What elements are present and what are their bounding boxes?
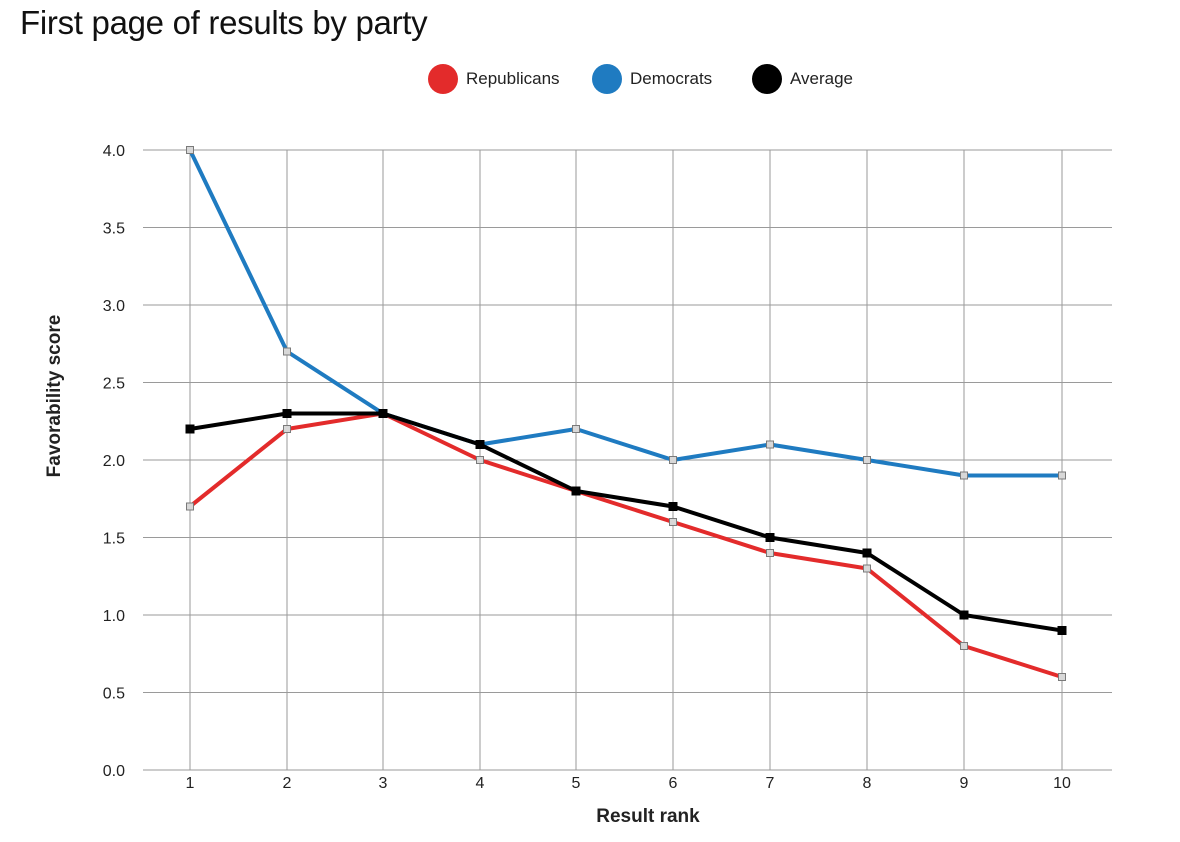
series-line-average bbox=[188, 411, 1064, 633]
data-point-republicans bbox=[669, 518, 677, 526]
data-point-democrats bbox=[766, 440, 774, 449]
data-point-democrats bbox=[572, 425, 580, 433]
x-tick-label: 8 bbox=[863, 775, 872, 792]
x-tick-label: 10 bbox=[1053, 775, 1071, 792]
data-point-average bbox=[475, 440, 485, 449]
data-point-republicans bbox=[186, 502, 194, 511]
y-axis-title: Favorability score bbox=[44, 315, 65, 478]
data-point-average bbox=[668, 502, 678, 511]
legend-item-democrats: Democrats bbox=[592, 64, 712, 94]
data-point-average bbox=[765, 533, 775, 542]
data-point-republicans bbox=[476, 456, 484, 464]
x-tick-label: 5 bbox=[572, 775, 581, 792]
x-tick-label: 9 bbox=[960, 775, 969, 792]
legend-item-republicans: Republicans bbox=[428, 64, 560, 94]
x-tick-label: 2 bbox=[283, 775, 292, 792]
legend-swatch-average bbox=[752, 64, 782, 94]
x-tick-label: 4 bbox=[476, 775, 485, 792]
legend-swatch-republicans bbox=[428, 64, 458, 94]
data-point-democrats bbox=[283, 347, 291, 356]
y-tick-label: 3.5 bbox=[103, 221, 125, 238]
data-point-average bbox=[959, 610, 969, 620]
data-point-average bbox=[1057, 626, 1067, 635]
data-point-republicans bbox=[283, 425, 291, 433]
y-tick-label: 3.0 bbox=[103, 298, 125, 315]
x-tick-label: 3 bbox=[379, 775, 388, 792]
data-point-democrats bbox=[669, 456, 677, 464]
legend-label-democrats: Democrats bbox=[630, 69, 713, 88]
chart-legend: Republicans Democrats Average bbox=[0, 64, 1180, 98]
legend-label-average: Average bbox=[790, 69, 854, 88]
y-tick-label: 2.0 bbox=[103, 453, 125, 470]
x-tick-label: 6 bbox=[669, 775, 678, 792]
legend-label-republicans: Republicans bbox=[466, 69, 560, 88]
y-tick-label: 0.5 bbox=[103, 686, 125, 703]
data-point-republicans bbox=[863, 564, 871, 573]
data-point-democrats bbox=[186, 146, 194, 154]
data-point-average bbox=[378, 409, 388, 418]
y-tick-label: 2.5 bbox=[103, 376, 125, 393]
legend-swatch-democrats bbox=[592, 64, 622, 94]
data-point-democrats bbox=[1058, 471, 1066, 480]
data-point-republicans bbox=[960, 642, 968, 650]
y-tick-label: 1.0 bbox=[103, 608, 125, 625]
data-point-democrats bbox=[863, 456, 871, 464]
data-point-republicans bbox=[766, 549, 774, 557]
data-point-republicans bbox=[1058, 673, 1066, 681]
x-tick-label: 7 bbox=[766, 775, 775, 792]
chart-title: First page of results by party bbox=[20, 4, 428, 41]
data-point-average bbox=[185, 424, 195, 434]
y-tick-label: 0.0 bbox=[103, 763, 125, 780]
series-line-democrats bbox=[188, 148, 1064, 478]
legend-item-average: Average bbox=[752, 64, 853, 94]
data-point-average bbox=[571, 486, 581, 496]
x-axis-title: Result rank bbox=[596, 806, 700, 827]
data-point-average bbox=[862, 548, 872, 558]
data-point-average bbox=[282, 409, 292, 418]
y-tick-label: 1.5 bbox=[103, 531, 125, 548]
data-point-democrats bbox=[960, 471, 968, 480]
y-tick-label: 4.0 bbox=[103, 143, 125, 160]
series-line-republicans bbox=[188, 411, 1064, 679]
x-tick-label: 1 bbox=[186, 775, 195, 792]
